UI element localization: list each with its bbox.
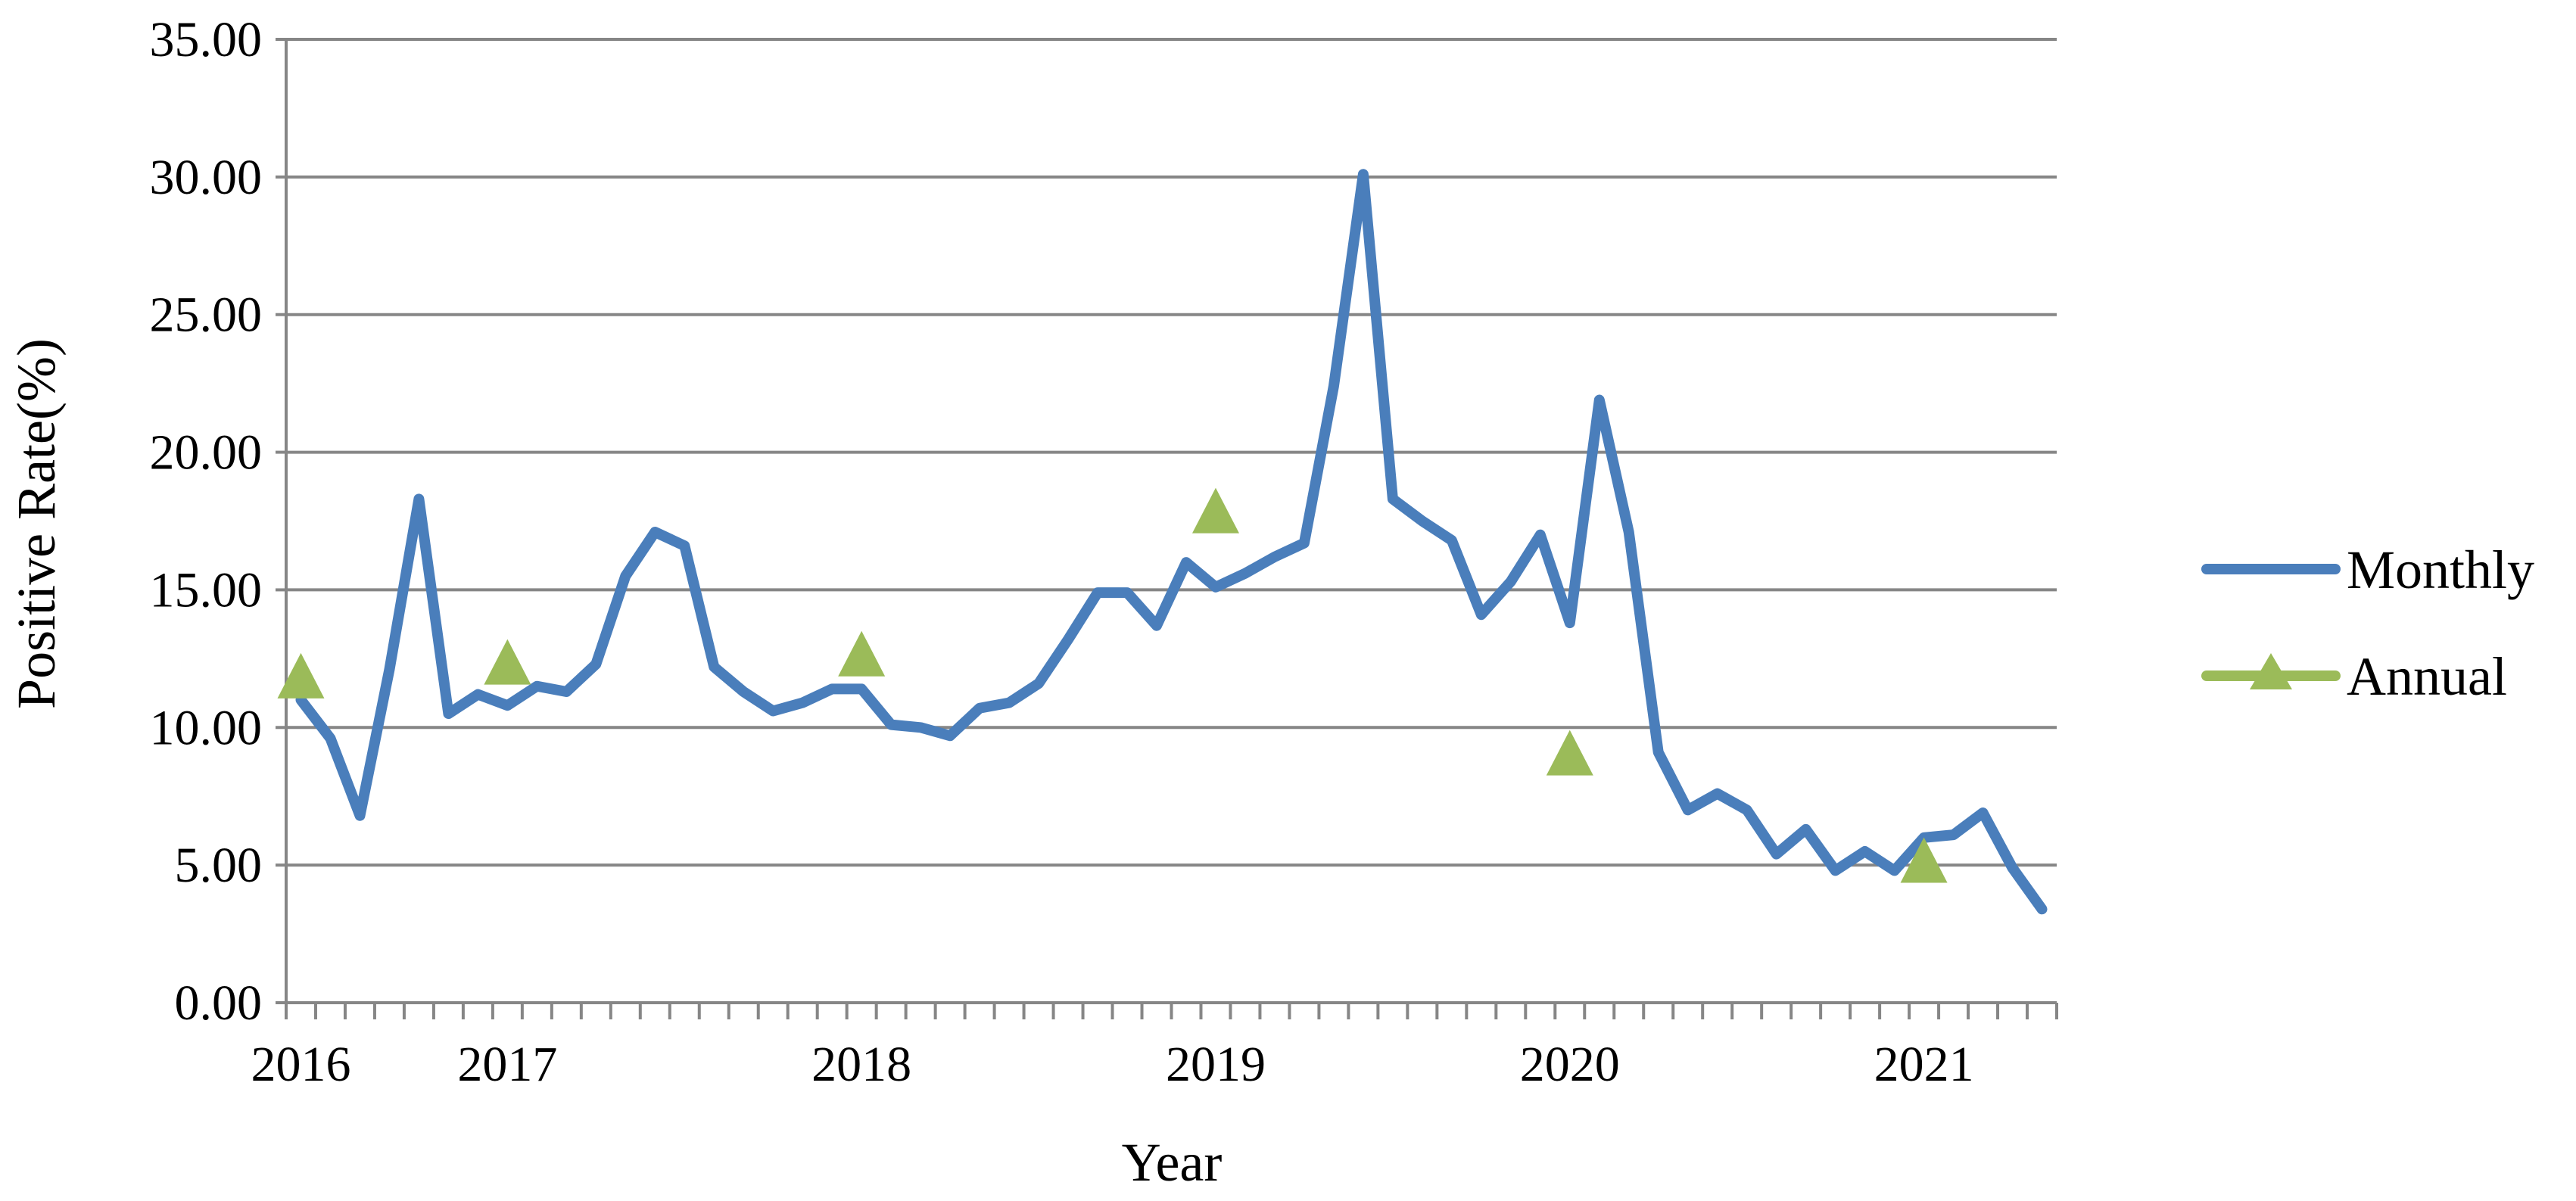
grid-layer <box>286 38 2057 867</box>
x-tick-label: 2018 <box>811 1037 911 1092</box>
annual-marker <box>277 652 325 699</box>
y-axis-title: Positive Rate(%) <box>6 338 67 709</box>
annual-marker <box>484 639 531 685</box>
x-tick-label: 2019 <box>1166 1037 1266 1092</box>
y-tick-label: 10.00 <box>150 700 263 755</box>
annual-marker <box>838 630 886 677</box>
x-tick-label: 2021 <box>1874 1037 1974 1092</box>
x-axis-title: Year <box>1122 1132 1223 1193</box>
y-tick-label: 20.00 <box>150 425 263 481</box>
y-tick-label: 30.00 <box>150 150 263 205</box>
series-monthly-line <box>295 169 2048 915</box>
annual-marker <box>1900 837 1948 883</box>
y-tick-label: 35.00 <box>150 12 263 67</box>
legend: Monthly Annual <box>2201 540 2534 707</box>
legend-annual-label: Annual <box>2347 646 2507 707</box>
legend-monthly-label: Monthly <box>2347 540 2534 600</box>
annual-marker <box>1191 487 1239 534</box>
legend-annual-marker <box>2250 653 2292 689</box>
x-tick-label: 2016 <box>251 1037 350 1092</box>
y-tick-label: 15.00 <box>150 562 263 618</box>
y-tick-label: 5.00 <box>175 838 263 893</box>
x-tick-label: 2017 <box>457 1037 557 1092</box>
label-layer: 0.00 5.00 10.00 15.00 20.00 25.00 30.00 35.00 20… <box>150 12 1974 1092</box>
x-tick-label: 2020 <box>1520 1037 1620 1092</box>
series-layer <box>277 169 2048 915</box>
annual-marker <box>1546 730 1593 776</box>
y-tick-label: 0.00 <box>175 975 263 1031</box>
y-tick-label: 25.00 <box>150 288 263 343</box>
axis-layer <box>276 38 2058 1019</box>
